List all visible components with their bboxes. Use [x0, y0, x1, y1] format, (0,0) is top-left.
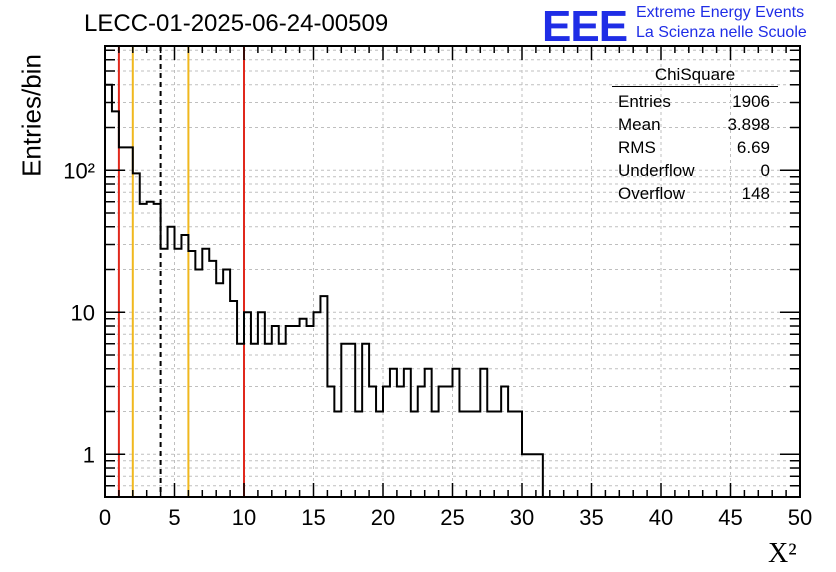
- x-tick-label: 20: [371, 505, 395, 530]
- stats-row-overflow: Overflow 148: [606, 182, 778, 205]
- grid: [105, 46, 800, 497]
- stats-value: 0: [760, 161, 770, 180]
- stats-label: Overflow: [618, 184, 686, 203]
- y-tick-label: 10²: [63, 158, 95, 183]
- logo-tagline-2: La Scienza nelle Scuole: [636, 24, 807, 41]
- stats-row-rms: RMS 6.69: [606, 136, 778, 159]
- stats-label: Mean: [618, 115, 661, 134]
- x-tick-label: 5: [168, 505, 180, 530]
- eee-logo: EEE: [542, 2, 628, 51]
- stats-value: 1906: [732, 92, 770, 111]
- x-tick-label: 50: [788, 505, 812, 530]
- axis-ticks: [104, 46, 801, 497]
- y-axis-label: Entries/bin: [16, 54, 47, 177]
- stats-value: 3.898: [727, 115, 770, 134]
- stats-label: RMS: [618, 138, 656, 157]
- x-tick-label: 45: [718, 505, 742, 530]
- y-tick-label: 1: [83, 442, 95, 467]
- x-tick-label: 40: [649, 505, 673, 530]
- stats-title: ChiSquare: [612, 65, 778, 87]
- x-tick-label: 30: [510, 505, 534, 530]
- stats-value: 148: [741, 184, 770, 203]
- stats-row-underflow: Underflow 0: [606, 159, 778, 182]
- stats-row-entries: Entries 1906: [606, 90, 778, 113]
- marker-lines: [117, 46, 245, 497]
- y-tick-label: 10: [71, 300, 95, 325]
- x-tick-label: 10: [232, 505, 256, 530]
- stats-value: 6.69: [736, 138, 770, 157]
- x-axis-label: X²: [768, 538, 797, 569]
- x-tick-label: 35: [579, 505, 603, 530]
- x-tick-label: 15: [301, 505, 325, 530]
- logo-tagline-1: Extreme Energy Events: [636, 4, 805, 21]
- stats-label: Entries: [618, 92, 671, 111]
- x-tick-label: 25: [440, 505, 464, 530]
- stats-row-mean: Mean 3.898: [606, 113, 778, 136]
- x-tick-label: 0: [99, 505, 111, 530]
- chart-title: LECC-01-2025-06-24-00509: [84, 10, 389, 37]
- tick-labels: 0 5 10 15 20 25 30 35 40 45 50 1 10 10²: [63, 158, 812, 530]
- stats-label: Underflow: [618, 161, 695, 180]
- stats-box: ChiSquare Entries 1906 Mean 3.898 RMS 6.69 …: [606, 65, 778, 205]
